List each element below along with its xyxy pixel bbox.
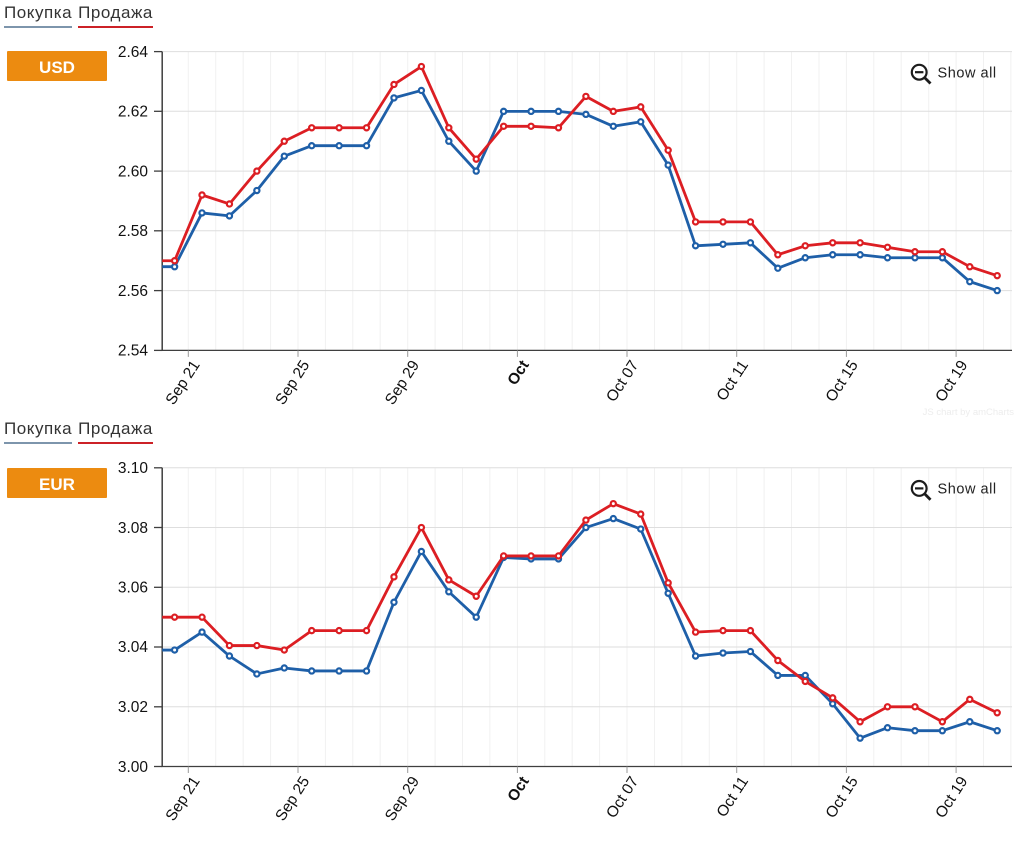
svg-text:Sep 29: Sep 29 [382, 774, 423, 824]
svg-text:3.02: 3.02 [118, 699, 148, 716]
svg-text:Show all: Show all [938, 482, 997, 498]
svg-text:Oct 07: Oct 07 [603, 358, 642, 406]
svg-text:Oct 15: Oct 15 [823, 358, 862, 406]
svg-text:2.64: 2.64 [118, 44, 149, 61]
svg-text:Sep 21: Sep 21 [163, 774, 204, 824]
svg-text:Sep 29: Sep 29 [382, 358, 423, 408]
svg-text:Oct 15: Oct 15 [823, 774, 862, 822]
svg-text:2.56: 2.56 [118, 283, 148, 300]
svg-text:3.10: 3.10 [118, 460, 149, 477]
svg-text:Oct: Oct [504, 358, 532, 389]
svg-text:Sep 25: Sep 25 [272, 774, 313, 824]
svg-text:Sep 21: Sep 21 [163, 358, 204, 408]
svg-text:3.00: 3.00 [118, 759, 149, 776]
svg-text:3.08: 3.08 [118, 520, 148, 537]
svg-text:3.06: 3.06 [118, 580, 148, 597]
svg-text:Oct 19: Oct 19 [932, 358, 971, 406]
svg-text:2.60: 2.60 [118, 163, 149, 180]
svg-text:Oct 07: Oct 07 [603, 774, 642, 822]
svg-text:2.54: 2.54 [118, 343, 149, 360]
svg-text:Oct 19: Oct 19 [932, 774, 971, 822]
svg-text:Oct: Oct [504, 774, 532, 805]
svg-text:Oct 11: Oct 11 [714, 358, 753, 405]
svg-text:Oct 11: Oct 11 [714, 774, 753, 821]
svg-text:Show all: Show all [938, 66, 997, 82]
svg-text:Sep 25: Sep 25 [272, 358, 313, 408]
svg-text:3.04: 3.04 [118, 639, 149, 656]
svg-text:2.58: 2.58 [118, 223, 148, 240]
svg-text:2.62: 2.62 [118, 104, 148, 121]
svg-text:JS chart by amCharts: JS chart by amCharts [923, 407, 1015, 418]
